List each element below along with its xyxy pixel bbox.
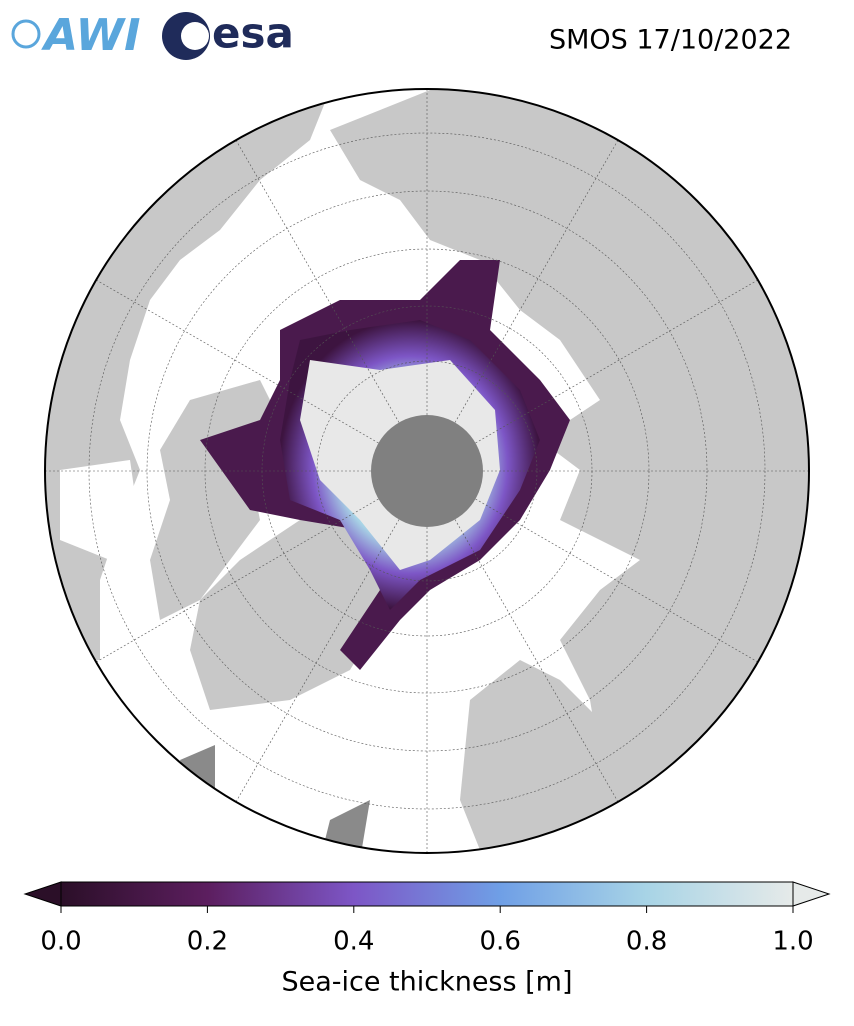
bay (60, 460, 140, 560)
graticule (45, 89, 809, 853)
colorbar-label: Sea-ice thickness [m] (281, 967, 572, 998)
colorbar-tick-label: 0.4 (333, 927, 374, 957)
colorbar-tick-label: 0.0 (40, 927, 81, 957)
land-europe (460, 660, 620, 850)
colorbar-extend-min (23, 881, 62, 907)
colorbar-bar (60, 881, 794, 907)
colorbar-tick-label: 1.0 (772, 927, 813, 957)
land-asia (330, 90, 809, 820)
logo-text: esa (212, 9, 294, 58)
colorbar (23, 881, 831, 913)
colorbar-tick-label: 0.6 (480, 927, 521, 957)
pole-hole (371, 415, 483, 527)
map-border (44, 88, 810, 854)
logo-text: AWI (41, 10, 141, 61)
awi-logo: AWI (11, 10, 141, 61)
colorbar-tick-label: 0.8 (626, 927, 667, 957)
colorbar-extend-max (792, 881, 831, 907)
esa-logo: esa (162, 9, 294, 60)
title: SMOS 17/10/2022 (549, 25, 792, 56)
land-greenland (190, 520, 390, 710)
colorbar-tick-label: 0.2 (187, 927, 228, 957)
map (45, 89, 809, 853)
